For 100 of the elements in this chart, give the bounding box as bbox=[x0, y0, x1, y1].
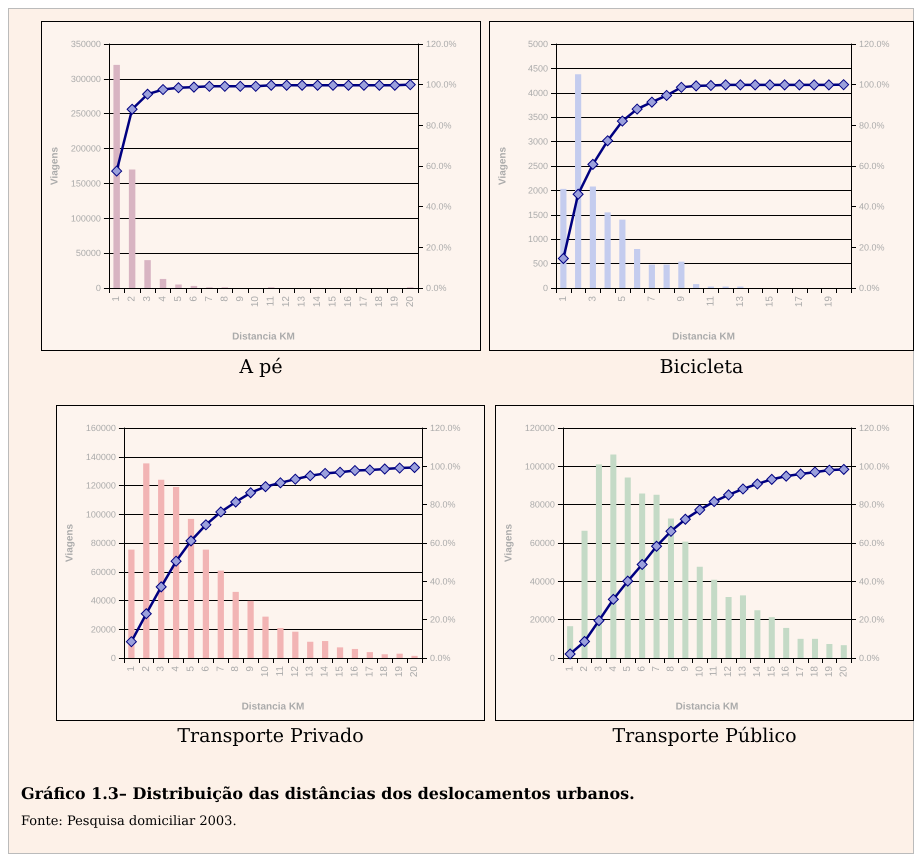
x-tick-label: 5 bbox=[622, 666, 634, 672]
x-tick-label: 2 bbox=[579, 666, 590, 672]
y2-tick-label: 40.0% bbox=[859, 202, 885, 212]
x-tick-label: 2 bbox=[140, 666, 152, 672]
point bbox=[720, 79, 732, 90]
x-tick-label: 1 bbox=[126, 666, 137, 672]
bar bbox=[604, 212, 611, 288]
x-tick-label: 12 bbox=[281, 296, 292, 308]
y-tick-label: 60000 bbox=[530, 538, 555, 548]
y-tick-label: 20000 bbox=[530, 614, 555, 625]
y2-tick-label: 40.0% bbox=[426, 202, 452, 212]
point bbox=[290, 474, 301, 485]
x-tick-label: 7 bbox=[651, 666, 662, 672]
y2-tick-label: 0.0% bbox=[430, 653, 451, 663]
bar bbox=[693, 284, 700, 288]
y2-tick-label: 100.0% bbox=[859, 461, 890, 472]
y-tick-label: 1000 bbox=[528, 234, 548, 244]
x-tick-label: 5 bbox=[185, 666, 196, 672]
bar bbox=[624, 477, 631, 658]
bar bbox=[247, 600, 254, 658]
y-tick-label: 150000 bbox=[70, 178, 101, 188]
x-tick-label: 8 bbox=[665, 666, 676, 672]
x-tick-label: 3 bbox=[587, 296, 598, 302]
x-tick-label: 1 bbox=[111, 296, 122, 302]
y2-tick-label: 60.0% bbox=[859, 161, 885, 171]
y-tick-label: 2500 bbox=[528, 161, 548, 171]
x-tick-label: 4 bbox=[170, 666, 182, 672]
x-tick-label: 9 bbox=[234, 296, 246, 302]
point bbox=[172, 82, 184, 94]
x-tick-label: 11 bbox=[705, 296, 716, 306]
y-tick-label: 0 bbox=[550, 653, 555, 663]
point bbox=[142, 88, 154, 100]
bar bbox=[336, 647, 344, 658]
y2-tick-label: 100.0% bbox=[430, 461, 461, 472]
x-tick-label: 14 bbox=[312, 296, 324, 308]
point bbox=[622, 576, 634, 587]
y2-tick-label: 20.0% bbox=[426, 242, 452, 252]
x-tick-label: 9 bbox=[676, 296, 687, 302]
x-tick-label: 1 bbox=[564, 666, 576, 672]
y-tick-label: 1500 bbox=[528, 210, 548, 220]
x-tick-label: 6 bbox=[636, 666, 648, 672]
x-tick-label: 19 bbox=[394, 666, 406, 678]
bar bbox=[610, 454, 616, 658]
y2-tick-label: 120.0% bbox=[859, 423, 890, 433]
y-tick-label: 60000 bbox=[90, 566, 116, 577]
bar bbox=[396, 654, 403, 658]
point bbox=[823, 79, 834, 90]
x-tick-label: 2 bbox=[126, 296, 138, 302]
y2-tick-label: 100.0% bbox=[859, 80, 890, 90]
y2-tick-label: 60.0% bbox=[430, 538, 456, 548]
bar bbox=[218, 570, 224, 658]
x-tick-label: 14 bbox=[752, 666, 763, 678]
x-tick-label: 16 bbox=[342, 296, 354, 308]
y2-tick-label: 80.0% bbox=[859, 500, 885, 510]
y-tick-label: 3500 bbox=[528, 112, 548, 122]
point bbox=[766, 474, 778, 485]
point bbox=[764, 79, 776, 90]
point bbox=[274, 477, 286, 488]
y2-tick-label: 80.0% bbox=[430, 500, 456, 510]
text: Bicicleta bbox=[658, 356, 744, 378]
y2-tick-label: 120.0% bbox=[859, 39, 890, 49]
y2-tick-label: 100.0% bbox=[426, 80, 457, 90]
y2-tick-label: 20.0% bbox=[859, 614, 885, 625]
point bbox=[409, 462, 420, 473]
point bbox=[260, 481, 272, 492]
y-tick-label: 80000 bbox=[90, 538, 116, 548]
x-tick-label: 10 bbox=[250, 296, 262, 308]
point bbox=[838, 464, 850, 475]
x-tick-label: 5 bbox=[172, 296, 184, 302]
x-tick-label: 15 bbox=[766, 666, 778, 678]
bar bbox=[783, 628, 790, 658]
x-tick-label: 7 bbox=[646, 296, 658, 302]
x-tick-label: 8 bbox=[219, 296, 230, 302]
point bbox=[579, 636, 590, 648]
y2-tick-label: 40.0% bbox=[430, 576, 456, 586]
y-tick-label: 100000 bbox=[86, 509, 116, 520]
x-tick-label: 18 bbox=[379, 666, 390, 678]
point bbox=[694, 504, 706, 516]
bar bbox=[113, 64, 120, 288]
point bbox=[808, 79, 820, 90]
bar bbox=[143, 463, 150, 658]
y-tick-label: 120000 bbox=[86, 480, 116, 490]
y-tick-label: 0 bbox=[96, 283, 101, 293]
bar bbox=[668, 518, 674, 658]
y2-tick-label: 60.0% bbox=[426, 161, 452, 171]
y-tick-label: 0 bbox=[110, 653, 116, 663]
x-tick-label: 9 bbox=[245, 666, 256, 672]
point bbox=[358, 80, 370, 91]
point bbox=[794, 79, 805, 90]
x-tick-label: 18 bbox=[374, 296, 385, 308]
point bbox=[245, 487, 256, 498]
y-tick-label: 100000 bbox=[70, 213, 101, 224]
y-tick-label: 80000 bbox=[530, 500, 555, 510]
y-tick-label: 0 bbox=[542, 283, 548, 293]
bar bbox=[696, 566, 703, 658]
y-axis-title: Viagens bbox=[50, 146, 60, 186]
x-tick-label: 6 bbox=[200, 666, 212, 672]
point bbox=[665, 526, 676, 537]
source-note: Fonte: Pesquisa domiciliar 2003. bbox=[21, 814, 237, 829]
x-tick-label: 10 bbox=[694, 666, 706, 678]
